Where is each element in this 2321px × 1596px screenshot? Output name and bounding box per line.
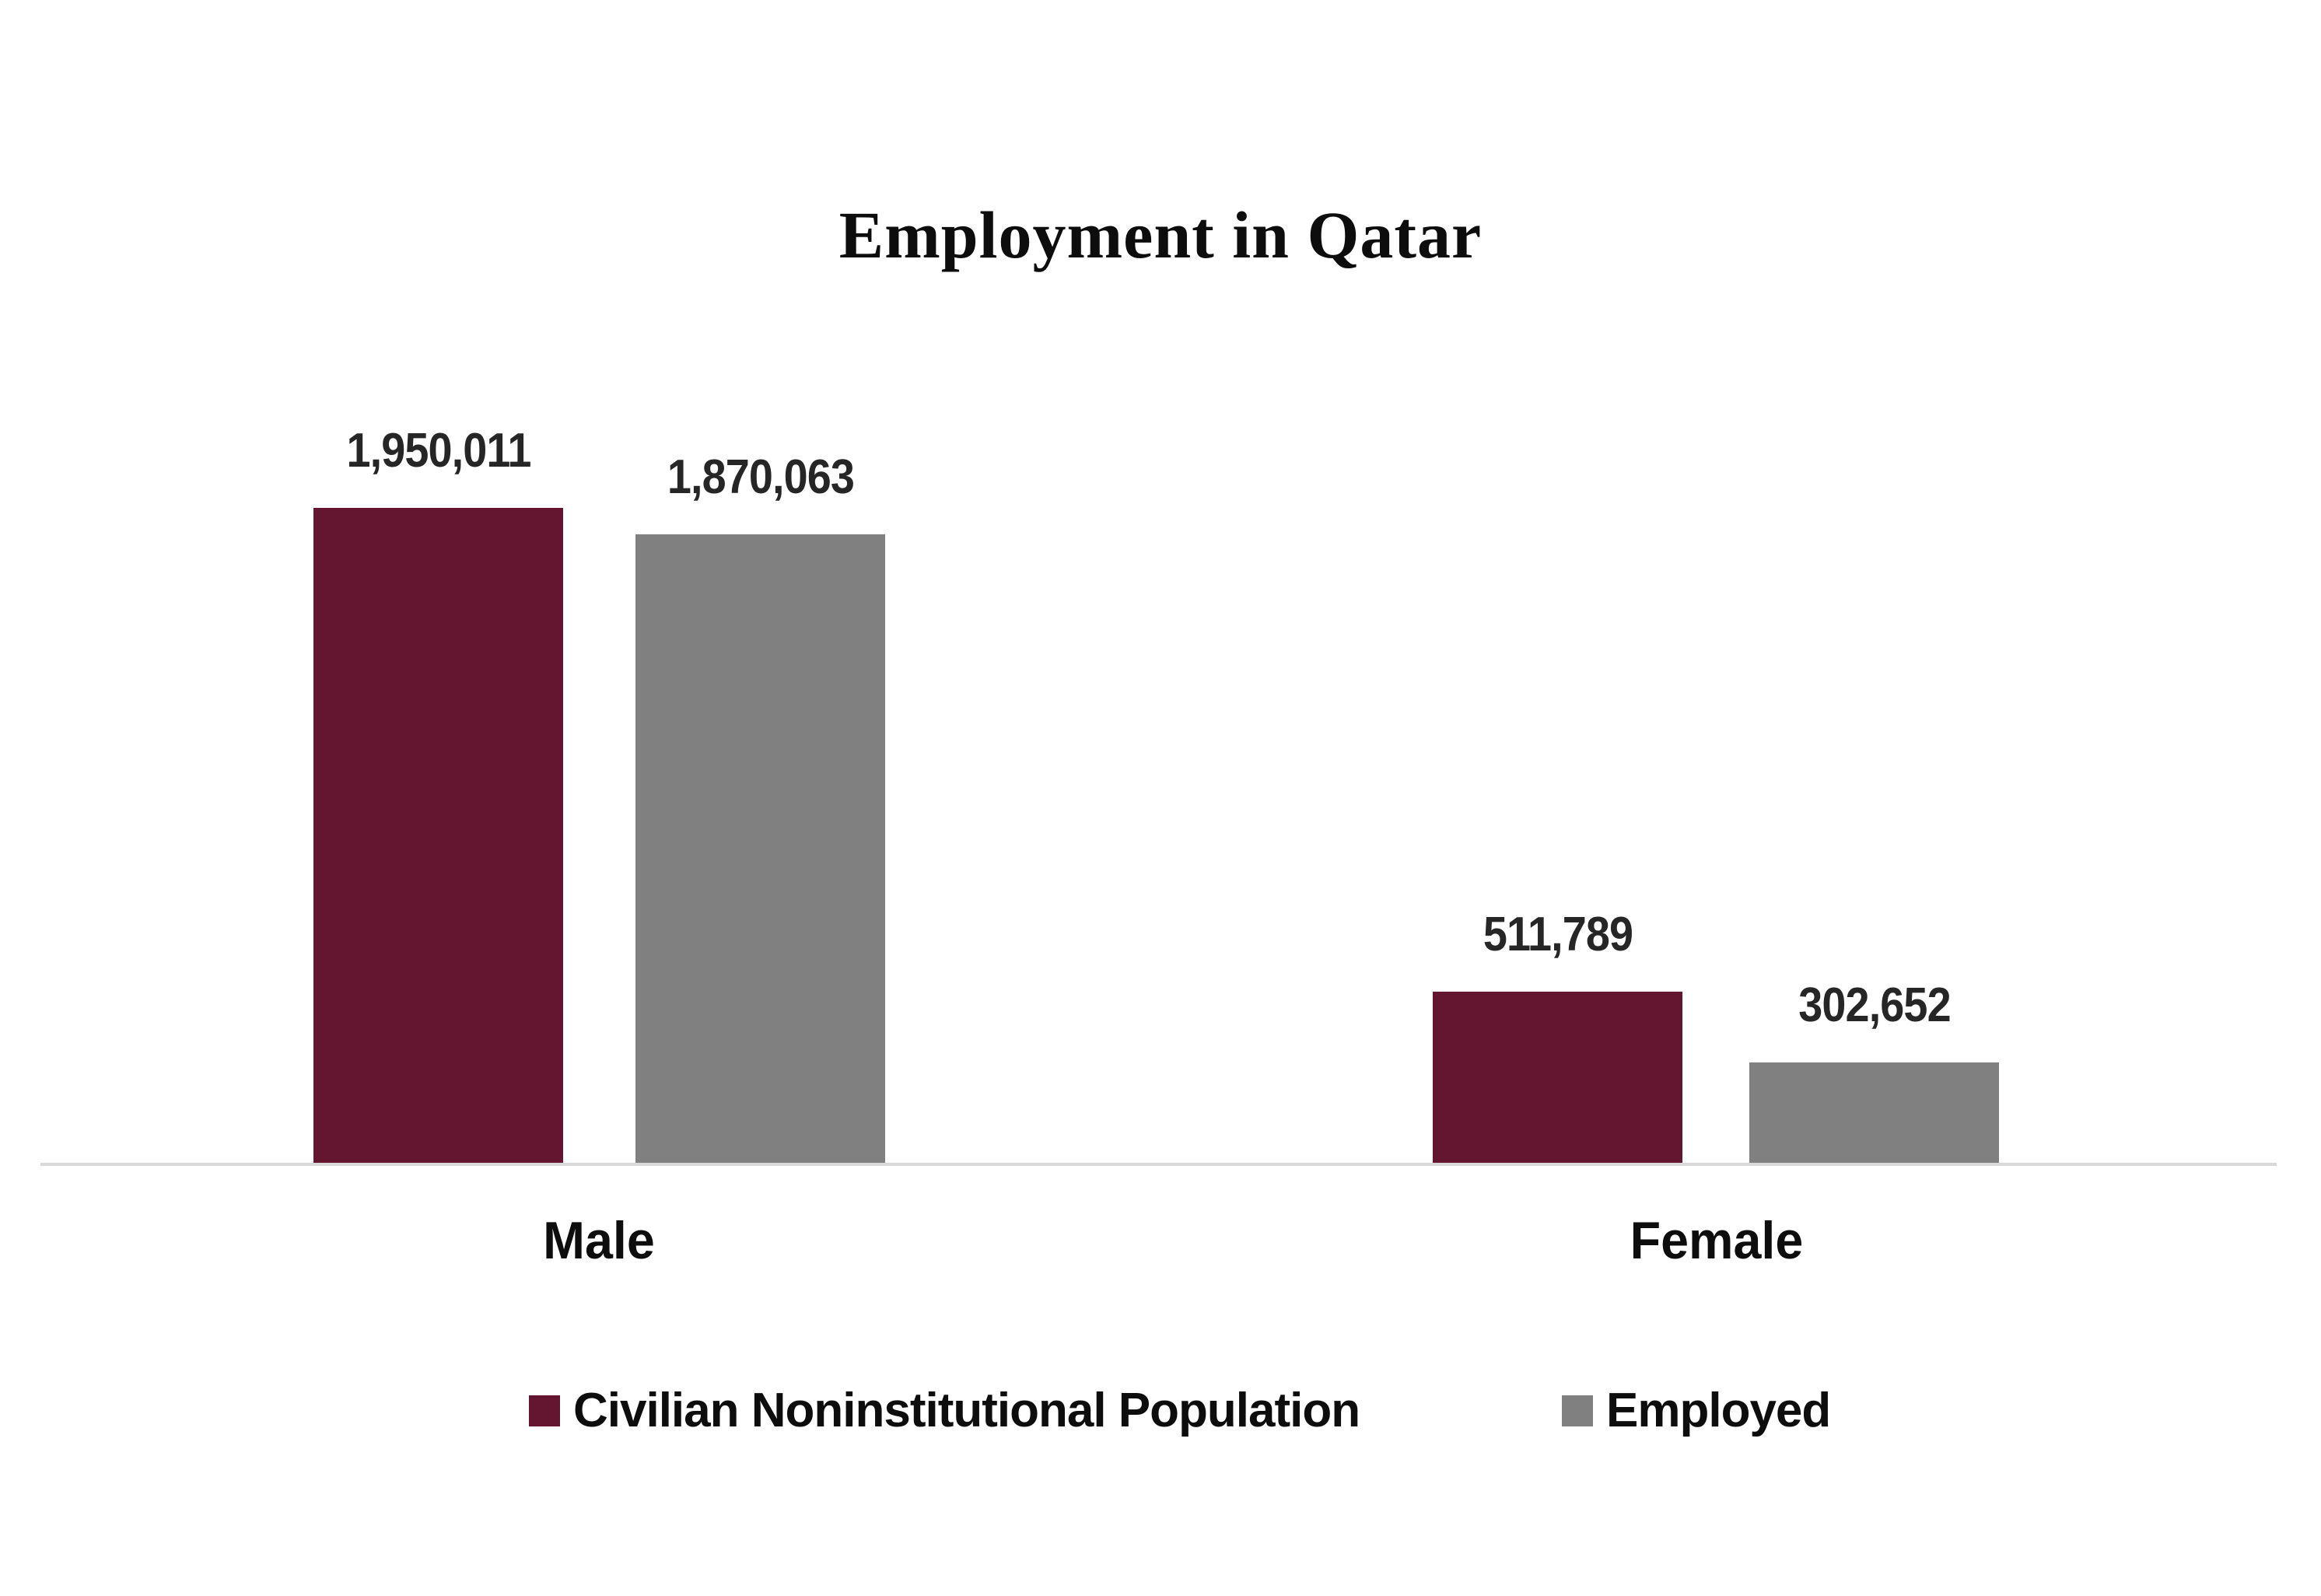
legend: Civilian Noninstitutional Population Emp… <box>0 1383 2321 1439</box>
legend-item-employed: Employed <box>1562 1383 1831 1439</box>
bar-female-civilian-population <box>1433 992 1682 1164</box>
data-label-male-civilian-population: 1,950,011 <box>345 424 531 478</box>
legend-swatch-employed <box>1562 1395 1593 1426</box>
legend-label-employed: Employed <box>1606 1384 1831 1437</box>
bar-male-employed <box>635 534 885 1164</box>
data-label-female-employed: 302,652 <box>1798 978 1951 1032</box>
plot-area: 1,950,011 1,870,063 511,789 302,652 <box>0 387 2321 1164</box>
data-label-female-civilian-population: 511,789 <box>1483 908 1633 961</box>
bar-female-employed <box>1749 1062 1999 1164</box>
legend-label-civilian-population: Civilian Noninstitutional Population <box>573 1384 1360 1437</box>
legend-swatch-civilian-population <box>529 1395 560 1426</box>
legend-item-civilian-population: Civilian Noninstitutional Population <box>529 1383 1360 1439</box>
category-label-female: Female <box>1630 1211 1804 1270</box>
chart-title: Employment in Qatar <box>838 198 1483 272</box>
data-label-male-employed: 1,870,063 <box>667 450 854 504</box>
x-axis-line <box>40 1163 2277 1166</box>
bar-male-civilian-population <box>313 508 563 1164</box>
category-label-male: Male <box>543 1211 655 1270</box>
